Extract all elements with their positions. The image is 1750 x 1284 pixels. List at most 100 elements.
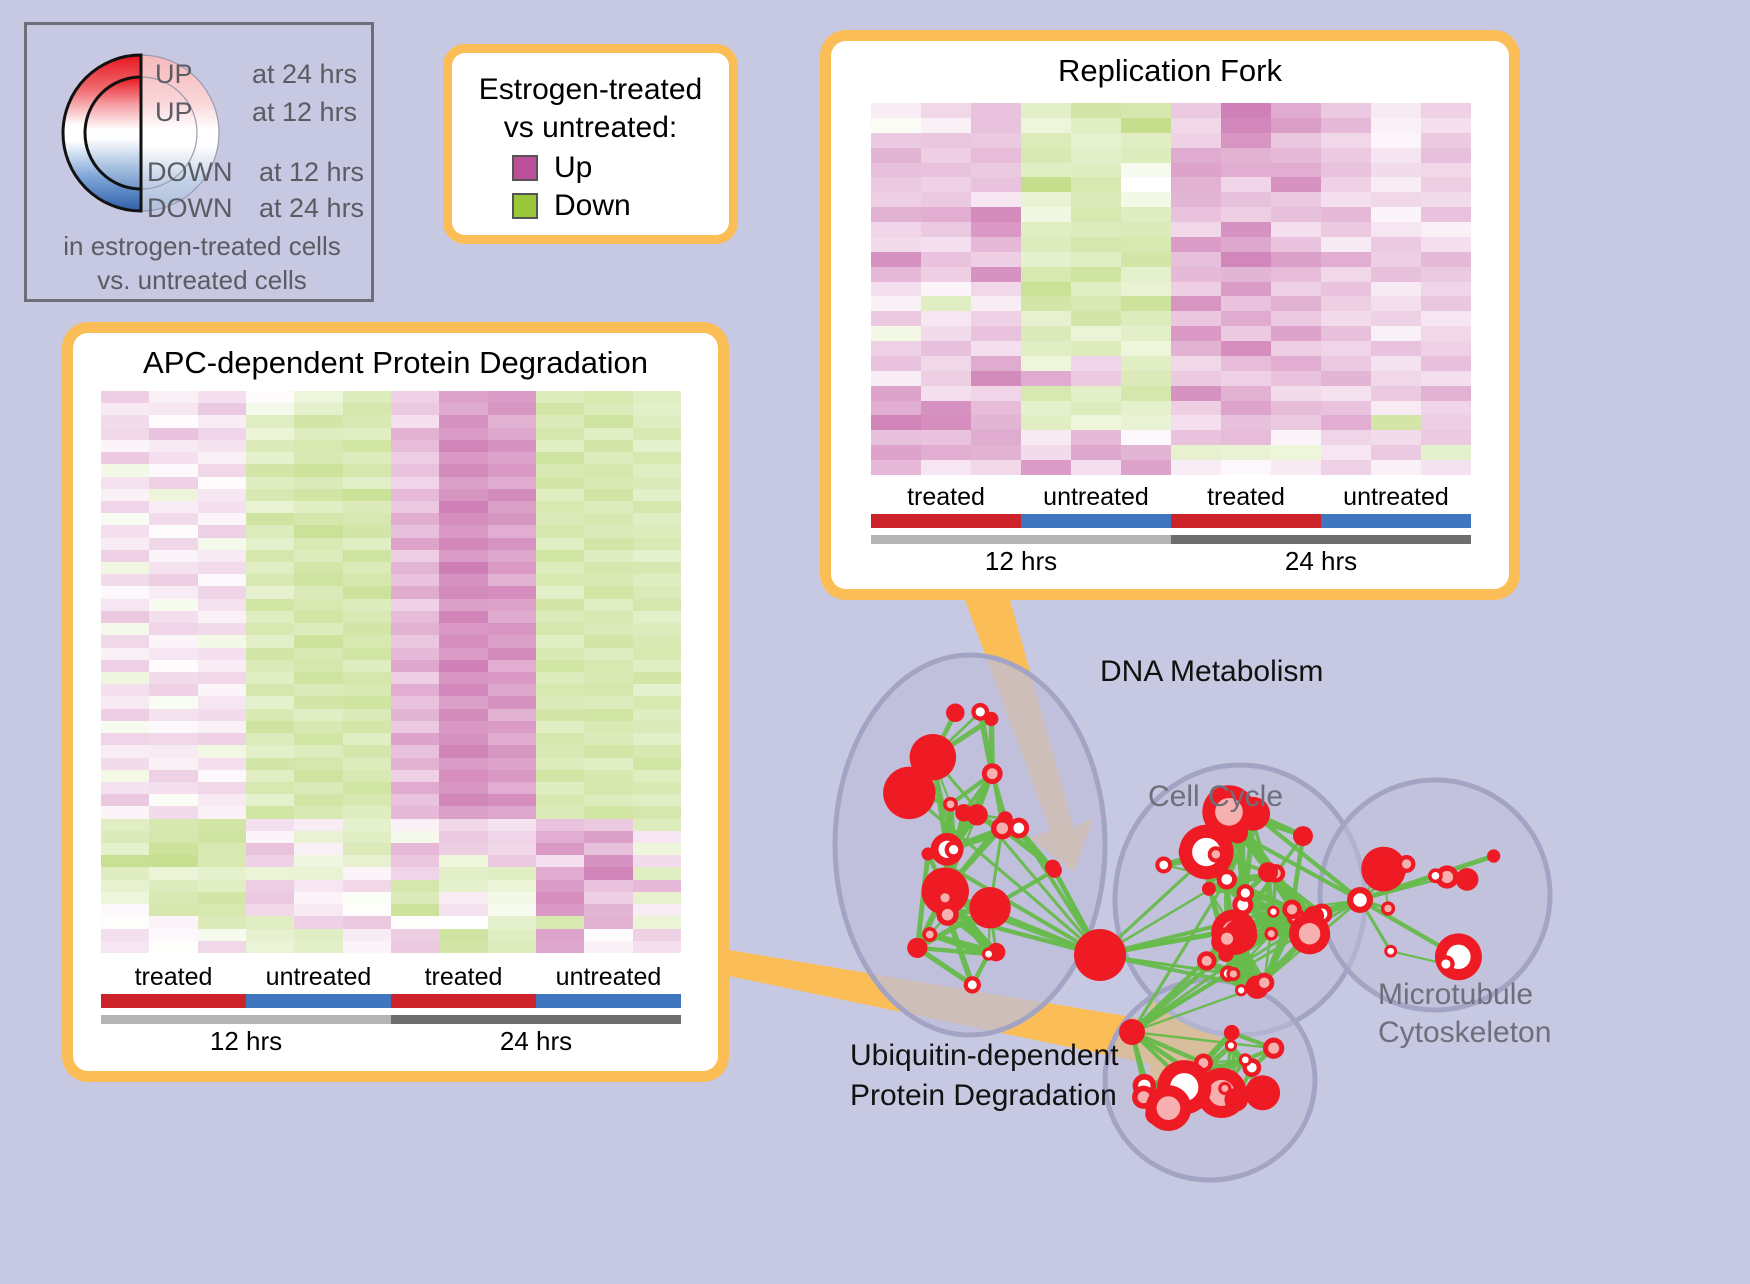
network-node[interactable] <box>982 947 995 960</box>
network-node[interactable] <box>1487 849 1500 862</box>
heatmap-cell <box>198 696 246 708</box>
heatmap-cell <box>101 440 149 452</box>
heatmap-cell <box>246 880 294 892</box>
network-node[interactable] <box>1208 846 1224 862</box>
heatmap-cell <box>198 574 246 586</box>
rf-time-1: 24 hrs <box>1171 546 1471 577</box>
heatmap-cell <box>971 103 1021 118</box>
heatmap-cell <box>198 660 246 672</box>
network-node[interactable] <box>1235 984 1247 996</box>
network-node[interactable] <box>907 938 927 958</box>
heatmap-cell <box>921 386 971 401</box>
network-node[interactable] <box>1146 1085 1192 1131</box>
heatmap-cell <box>101 929 149 941</box>
heatmap-cell <box>1121 237 1171 252</box>
heatmap-cell <box>1121 207 1171 222</box>
apc-time-labels: 12 hrs 24 hrs <box>101 1026 681 1057</box>
heatmap-cell <box>343 477 391 489</box>
network-node[interactable] <box>1197 951 1216 970</box>
heatmap-cell <box>1071 207 1121 222</box>
heatmap-cell <box>294 733 342 745</box>
network-node[interactable] <box>966 804 987 825</box>
heatmap-cell <box>246 867 294 879</box>
network-node[interactable] <box>1047 863 1062 878</box>
heatmap-cell <box>633 941 681 953</box>
network-node[interactable] <box>1384 945 1397 958</box>
heatmap-cell <box>149 806 197 818</box>
network-node[interactable] <box>1267 906 1279 918</box>
heatmap-cell <box>633 415 681 427</box>
heatmap-cell <box>488 391 536 403</box>
heatmap-cell <box>294 648 342 660</box>
network-node[interactable] <box>936 904 958 926</box>
network-node[interactable] <box>984 712 998 726</box>
heatmap-cell <box>1071 133 1121 148</box>
network-node[interactable] <box>1215 927 1238 950</box>
heatmap-cell <box>921 296 971 311</box>
network-node[interactable] <box>1225 1040 1237 1052</box>
heatmap-cell <box>1171 311 1221 326</box>
heatmap-cell <box>294 477 342 489</box>
network-node[interactable] <box>1263 1038 1284 1059</box>
heatmap-cell <box>536 721 584 733</box>
heatmap-cell <box>584 745 632 757</box>
network-node[interactable] <box>991 817 1013 839</box>
heatmap-cell <box>343 819 391 831</box>
network-node[interactable] <box>1293 826 1313 846</box>
heatmap-cell <box>584 599 632 611</box>
heatmap-cell <box>971 148 1021 163</box>
heatmap-cell <box>294 586 342 598</box>
network-node[interactable] <box>964 976 981 993</box>
network-node[interactable] <box>943 797 958 812</box>
heatmap-cell <box>1121 222 1171 237</box>
network-node[interactable] <box>1428 868 1443 883</box>
heatmap-cell <box>1421 430 1471 445</box>
network-node[interactable] <box>969 887 1011 929</box>
rf-bar-treated-24 <box>1171 514 1321 528</box>
network-node[interactable] <box>1456 868 1479 891</box>
network-node[interactable] <box>1258 862 1278 882</box>
network-node[interactable] <box>1254 973 1274 993</box>
network-node[interactable] <box>1224 1088 1247 1111</box>
network-node[interactable] <box>1119 1019 1145 1045</box>
network-node[interactable] <box>1239 1053 1252 1066</box>
network-node[interactable] <box>982 763 1003 784</box>
heatmap-cell <box>246 464 294 476</box>
network-node[interactable] <box>1237 884 1255 902</box>
heatmap-cell <box>439 721 487 733</box>
heatmap-cell <box>1421 192 1471 207</box>
network-node[interactable] <box>1347 887 1373 913</box>
network-node[interactable] <box>1202 882 1216 896</box>
heatmap-cell <box>1121 311 1171 326</box>
network-node[interactable] <box>1224 1025 1240 1041</box>
replication-fork-axis: treated untreated treated untreated 12 h… <box>871 483 1471 577</box>
heatmap-cell <box>391 696 439 708</box>
network-node[interactable] <box>1074 929 1126 981</box>
heatmap-cell <box>1121 267 1171 282</box>
heatmap-cell <box>633 892 681 904</box>
network-node[interactable] <box>1289 913 1330 954</box>
network-node[interactable] <box>946 704 965 723</box>
heatmap-cell <box>536 586 584 598</box>
network-node[interactable] <box>1264 927 1278 941</box>
heatmap-cell <box>198 929 246 941</box>
heatmap-cell <box>198 599 246 611</box>
cluster-label-ubiquitin-degradation: Ubiquitin-dependent Protein Degradation <box>850 1036 1119 1116</box>
heatmap-cell <box>246 819 294 831</box>
network-node[interactable] <box>922 927 937 942</box>
heatmap-cell <box>343 538 391 550</box>
network-node[interactable] <box>1437 955 1455 973</box>
heatmap-cell <box>101 525 149 537</box>
network-node[interactable] <box>1226 967 1240 981</box>
heatmap-cell <box>294 415 342 427</box>
network-node[interactable] <box>1155 857 1172 874</box>
heatmap-cell <box>101 477 149 489</box>
heatmap-cell <box>536 415 584 427</box>
network-node[interactable] <box>1398 855 1416 873</box>
network-node[interactable] <box>1381 901 1395 915</box>
network-node[interactable] <box>945 841 963 859</box>
network-node[interactable] <box>1245 1075 1280 1110</box>
network-node[interactable] <box>883 767 935 819</box>
heatmap-cell <box>294 538 342 550</box>
heatmap-cell <box>149 941 197 953</box>
